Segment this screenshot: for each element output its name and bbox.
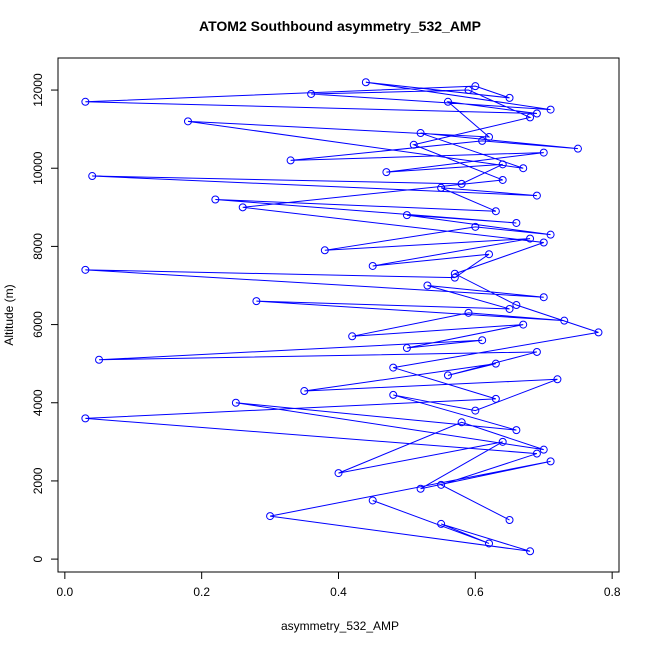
data-point <box>437 519 446 528</box>
data-point <box>457 418 466 427</box>
data-point <box>491 394 500 403</box>
y-tick-label: 4000 <box>31 389 45 416</box>
data-point <box>464 308 473 317</box>
data-point <box>505 516 514 525</box>
data-point <box>560 316 569 325</box>
data-point <box>450 273 459 282</box>
data-point <box>512 218 521 227</box>
data-point <box>478 136 487 145</box>
data-point <box>546 105 555 114</box>
x-tick-label: 0.2 <box>193 585 210 599</box>
data-point <box>498 160 507 169</box>
data-point <box>526 547 535 556</box>
data-point <box>348 332 357 341</box>
x-tick-label: 0.0 <box>56 585 73 599</box>
chart-title: ATOM2 Southbound asymmetry_532_AMP <box>199 18 481 34</box>
data-point <box>437 480 446 489</box>
data-point <box>81 265 90 274</box>
data-point <box>450 269 459 278</box>
data-point <box>416 484 425 493</box>
data-point <box>532 347 541 356</box>
data-point <box>81 414 90 423</box>
y-tick-label: 6000 <box>31 311 45 338</box>
data-point <box>320 246 329 255</box>
data-point <box>368 261 377 270</box>
data-point <box>183 117 192 126</box>
data-point <box>423 281 432 290</box>
data-point <box>334 469 343 478</box>
data-point <box>231 398 240 407</box>
data-point <box>539 148 548 157</box>
data-point <box>307 89 316 98</box>
data-point <box>485 539 494 548</box>
data-point <box>539 238 548 247</box>
y-tick-label: 2000 <box>31 467 45 494</box>
data-point <box>409 140 418 149</box>
data-point <box>238 203 247 212</box>
data-point <box>505 93 514 102</box>
data-point <box>485 250 494 259</box>
data-point <box>532 191 541 200</box>
data-point <box>505 304 514 313</box>
data-point <box>471 222 480 231</box>
data-point <box>437 183 446 192</box>
data-point <box>532 109 541 118</box>
data-point <box>512 426 521 435</box>
y-axis-label: Altitude (m) <box>2 284 16 345</box>
plot-frame <box>57 57 620 573</box>
data-point <box>519 164 528 173</box>
data-line <box>85 81 599 552</box>
data-point <box>491 359 500 368</box>
data-point <box>88 172 97 181</box>
data-point <box>416 129 425 138</box>
data-point <box>368 496 377 505</box>
data-point <box>95 355 104 364</box>
x-tick-label: 0.6 <box>467 585 484 599</box>
data-point <box>443 371 452 380</box>
data-point <box>464 86 473 95</box>
data-point <box>389 363 398 372</box>
x-tick-label: 0.8 <box>604 585 621 599</box>
data-point <box>553 375 562 384</box>
data-point <box>485 132 494 141</box>
data-point <box>389 390 398 399</box>
data-point <box>573 144 582 153</box>
data-point <box>594 328 603 337</box>
y-tick-label: 8000 <box>31 233 45 260</box>
data-point <box>491 207 500 216</box>
data-point <box>526 234 535 243</box>
data-point <box>471 406 480 415</box>
data-point <box>402 211 411 220</box>
data-point <box>266 512 275 521</box>
data-point <box>361 78 370 87</box>
data-point <box>532 449 541 458</box>
data-point <box>539 445 548 454</box>
data-point <box>382 168 391 177</box>
y-tick-label: 0 <box>31 555 45 562</box>
data-point <box>286 156 295 165</box>
data-point <box>402 344 411 353</box>
data-point <box>519 320 528 329</box>
data-point <box>211 195 220 204</box>
x-axis-label: asymmetry_532_AMP <box>281 619 399 633</box>
data-point <box>252 297 261 306</box>
data-point <box>300 387 309 396</box>
data-point <box>546 457 555 466</box>
data-point <box>81 97 90 106</box>
data-point <box>539 293 548 302</box>
x-tick-label: 0.4 <box>330 585 347 599</box>
y-tick-label: 10000 <box>31 151 45 185</box>
data-point <box>546 230 555 239</box>
data-point <box>443 97 452 106</box>
y-tick-label: 12000 <box>31 73 45 107</box>
data-point <box>457 179 466 188</box>
data-point <box>471 82 480 91</box>
data-point <box>498 437 507 446</box>
data-point <box>478 336 487 345</box>
data-point <box>526 113 535 122</box>
data-point <box>512 301 521 310</box>
data-point <box>498 175 507 184</box>
